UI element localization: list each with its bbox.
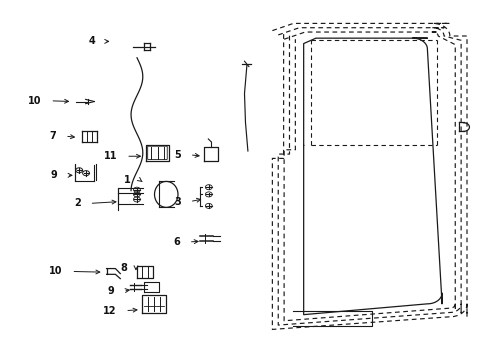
Text: 2: 2 <box>74 198 81 208</box>
Text: 8: 8 <box>120 263 127 273</box>
Text: 10: 10 <box>28 96 41 106</box>
Text: 6: 6 <box>173 237 180 247</box>
Text: 5: 5 <box>174 150 181 160</box>
Text: 11: 11 <box>103 151 117 161</box>
Text: 10: 10 <box>49 266 62 276</box>
Text: 12: 12 <box>102 306 116 316</box>
Text: 1: 1 <box>124 175 131 185</box>
Text: 7: 7 <box>49 131 56 141</box>
Text: 3: 3 <box>174 197 181 207</box>
Text: 9: 9 <box>51 170 58 180</box>
Text: 9: 9 <box>107 286 114 296</box>
Text: 4: 4 <box>88 36 95 46</box>
